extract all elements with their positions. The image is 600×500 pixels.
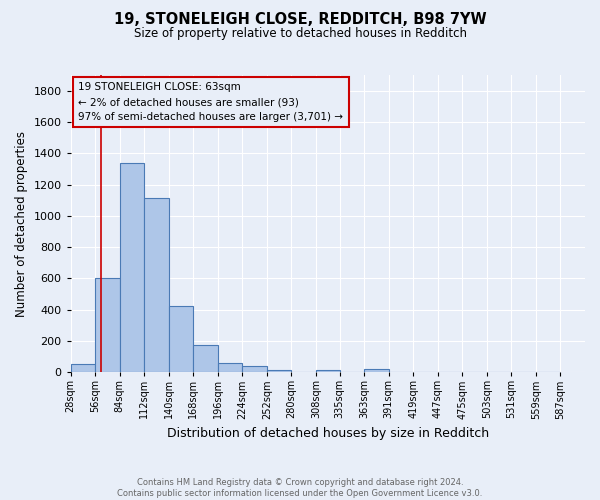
Bar	[193, 345, 218, 372]
Y-axis label: Number of detached properties: Number of detached properties	[15, 130, 28, 316]
Bar	[267, 370, 292, 372]
Text: Size of property relative to detached houses in Redditch: Size of property relative to detached ho…	[133, 28, 467, 40]
Bar	[71, 364, 95, 372]
Text: 19, STONELEIGH CLOSE, REDDITCH, B98 7YW: 19, STONELEIGH CLOSE, REDDITCH, B98 7YW	[113, 12, 487, 28]
Text: Contains HM Land Registry data © Crown copyright and database right 2024.
Contai: Contains HM Land Registry data © Crown c…	[118, 478, 482, 498]
Bar	[316, 370, 340, 372]
Bar	[364, 369, 389, 372]
Bar	[95, 278, 120, 372]
Bar	[242, 366, 267, 372]
Bar	[169, 306, 193, 372]
Bar	[145, 198, 169, 372]
X-axis label: Distribution of detached houses by size in Redditch: Distribution of detached houses by size …	[167, 427, 489, 440]
Bar	[218, 363, 242, 372]
Text: 19 STONELEIGH CLOSE: 63sqm
← 2% of detached houses are smaller (93)
97% of semi-: 19 STONELEIGH CLOSE: 63sqm ← 2% of detac…	[79, 82, 343, 122]
Bar	[120, 162, 145, 372]
